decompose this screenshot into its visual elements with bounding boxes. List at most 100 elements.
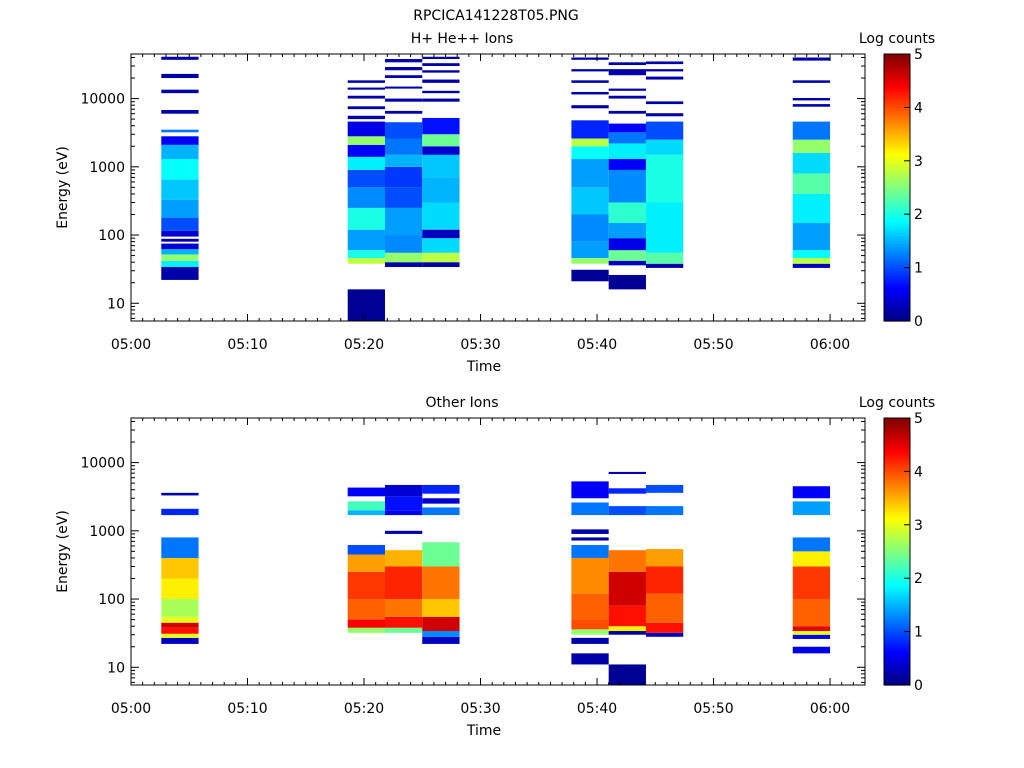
colorbar-segment <box>884 572 910 577</box>
colorbar-segment <box>884 280 910 285</box>
colorbar-segment <box>884 636 910 641</box>
colorbar-segment <box>884 439 910 443</box>
energy-band <box>422 542 460 567</box>
energy-band <box>161 637 199 644</box>
colorbar-segment <box>884 174 910 178</box>
energy-band <box>422 599 460 617</box>
colorbar-segment <box>884 514 910 518</box>
colorbar-segment <box>884 110 910 114</box>
energy-band <box>347 144 385 157</box>
colorbar-segment <box>884 516 910 521</box>
energy-band <box>792 263 831 268</box>
colorbar-segment <box>884 246 910 250</box>
x-axis-label: Time <box>466 359 501 375</box>
energy-band <box>384 510 423 516</box>
colorbar-segment <box>884 190 910 194</box>
colorbar-segment <box>884 235 910 239</box>
energy-band <box>792 250 831 259</box>
colorbar-segment <box>884 123 910 127</box>
time-column <box>161 492 199 644</box>
colorbar-segment <box>884 647 910 651</box>
colorbar-segment <box>884 591 910 595</box>
panel-title: Other Ions <box>425 395 498 411</box>
energy-band <box>608 223 646 239</box>
energy-band <box>645 101 684 105</box>
time-column <box>645 61 684 268</box>
colorbar-segment <box>884 458 910 462</box>
colorbar-segment <box>884 182 910 186</box>
energy-band <box>571 91 609 95</box>
energy-band <box>422 238 460 253</box>
energy-band <box>347 544 385 555</box>
energy-band <box>347 136 385 145</box>
energy-band <box>792 626 831 632</box>
energy-band <box>792 97 831 101</box>
plot-frame <box>130 53 866 322</box>
time-column <box>608 62 646 290</box>
time-column <box>422 56 460 268</box>
energy-band <box>608 123 646 133</box>
energy-band <box>422 79 460 83</box>
energy-band <box>161 238 199 242</box>
colorbar-segment <box>884 166 910 170</box>
energy-band <box>571 544 609 558</box>
energy-band <box>645 139 684 155</box>
energy-band <box>792 223 831 251</box>
colorbar-segment <box>884 423 910 427</box>
energy-band <box>161 56 199 60</box>
x-tick-label: 05:40 <box>577 701 617 717</box>
energy-band <box>608 471 646 475</box>
energy-band <box>645 69 684 72</box>
colorbar-segment <box>884 447 910 451</box>
energy-band <box>347 156 385 170</box>
colorbar-segment <box>884 310 910 314</box>
colorbar-segment <box>884 559 910 563</box>
colorbar-segment <box>884 586 910 590</box>
colorbar-segment <box>884 262 910 266</box>
colorbar-segment <box>884 418 910 422</box>
energy-band <box>422 262 460 268</box>
energy-band <box>608 62 646 66</box>
colorbar-segment <box>884 556 910 561</box>
colorbar-segment <box>884 479 910 483</box>
colorbar-segment <box>884 107 910 111</box>
energy-band <box>422 177 460 203</box>
colorbar-segment <box>884 118 910 122</box>
energy-band <box>347 106 385 110</box>
colorbar-label: Log counts <box>859 395 935 411</box>
energy-band <box>608 143 646 160</box>
colorbar-segment <box>884 580 910 585</box>
spectrogram-columns <box>161 471 831 685</box>
energy-band <box>608 169 646 203</box>
y-tick-label: 10000 <box>80 92 125 108</box>
energy-band <box>161 73 199 79</box>
colorbar-segment <box>884 288 910 293</box>
energy-band <box>384 252 423 263</box>
energy-band <box>645 632 684 637</box>
panel-2: Other Ions 05:00 05:10 05:20 05:30 05:40 05:50… <box>55 395 935 739</box>
y-axis-label: Energy (eV) <box>55 146 71 229</box>
colorbar-segment <box>884 618 910 622</box>
energy-band <box>608 488 646 494</box>
colorbar-segment <box>884 296 910 301</box>
energy-band <box>608 626 646 632</box>
energy-band <box>792 551 831 567</box>
colorbar-segment <box>884 232 910 237</box>
colorbar-segment <box>884 468 910 472</box>
colorbar-segment <box>884 187 910 191</box>
colorbar-tick-label: 5 <box>914 411 923 427</box>
energy-band <box>384 530 423 534</box>
colorbar-segment <box>884 607 910 611</box>
colorbar-segment <box>884 150 910 154</box>
colorbar-segment <box>884 471 910 475</box>
time-column <box>161 56 199 280</box>
y-axis: 10 100 1000 10000 <box>80 420 865 683</box>
colorbar-segment <box>884 583 910 587</box>
colorbar-segment <box>884 578 910 582</box>
energy-band <box>422 202 460 230</box>
colorbar-segment <box>884 492 910 497</box>
colorbar-segment <box>884 495 910 499</box>
energy-band <box>608 550 646 572</box>
